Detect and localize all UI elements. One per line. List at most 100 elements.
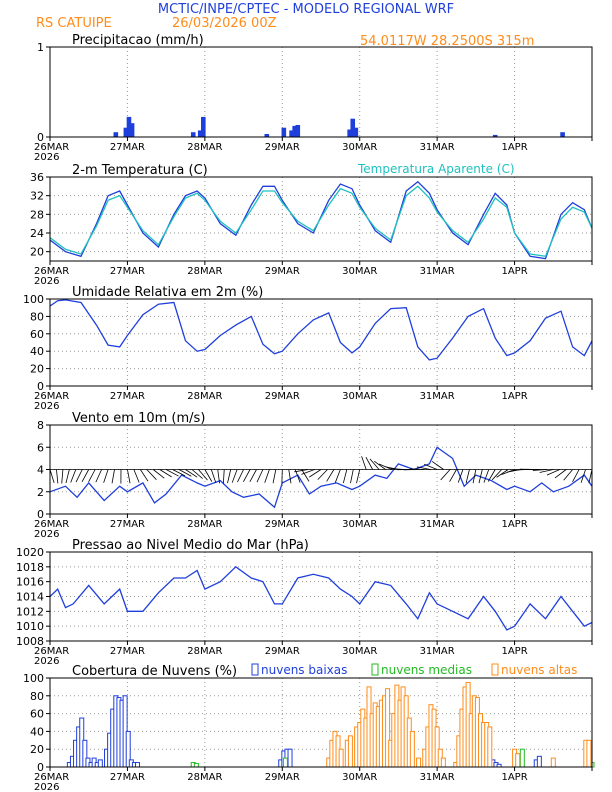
cloud-bar [440, 757, 446, 768]
x-tick-label: 28MAR [187, 646, 222, 657]
y-tick-label: 8 [37, 419, 44, 432]
wind-barb [61, 469, 64, 484]
wind-barb [146, 469, 157, 480]
x-tick-label: 1APR [501, 519, 527, 530]
y-tick-label: 1018 [16, 561, 44, 574]
y-tick-label: 1008 [16, 635, 44, 648]
wind-barb [264, 469, 270, 483]
panel-1: 0 1 26MAR 27MAR 28MAR 29MAR 30MAR 31MAR 1APR 2026… [34, 33, 593, 163]
wind-barb [249, 469, 257, 483]
x-tick-label: 31MAR [420, 266, 455, 277]
x-tick-label: 26MAR [34, 519, 69, 530]
x-year-label: 2026 [34, 656, 59, 667]
y-tick-label: 20 [30, 246, 44, 259]
wind-barb [217, 469, 220, 484]
wind-barb [81, 469, 90, 482]
wind-barb [75, 469, 83, 483]
panel-title: Vento em 10m (m/s) [72, 411, 205, 426]
x-tick-label: 27MAR [110, 772, 145, 783]
series-line-2-m-temperatura [50, 180, 592, 260]
x-tick-label: 30MAR [342, 142, 377, 153]
wind-barb [152, 469, 165, 479]
wind-barb [103, 469, 109, 483]
wind-barb [483, 469, 490, 483]
y-tick-label: 24 [30, 227, 44, 240]
wind-barb [457, 469, 464, 483]
x-tick-label: 29MAR [265, 142, 300, 153]
cloud-bar [287, 748, 293, 768]
precip-bar [190, 132, 196, 138]
x-tick-label: 30MAR [342, 266, 377, 277]
plot-frame [49, 176, 593, 262]
plot-frame [49, 677, 593, 768]
x-tick-label: 27MAR [110, 266, 145, 277]
x-year-label: 2026 [34, 529, 59, 540]
wind-barb [139, 469, 149, 482]
series-line-vento-em-10m [50, 446, 592, 509]
wind-barb [572, 469, 580, 483]
precip-bar [113, 132, 119, 138]
x-tick-label: 30MAR [342, 772, 377, 783]
wind-barb [317, 469, 328, 480]
wind-barb [231, 469, 238, 483]
x-tick-label: 27MAR [110, 142, 145, 153]
y-tick-label: 1020 [16, 546, 44, 559]
wind-barb [431, 461, 444, 470]
wind-barb [70, 469, 77, 483]
panel-title: Umidade Relativa em 2m (%) [72, 285, 263, 300]
panel-3: 0 20 40 60 80 100 26MAR 27MAR 28MAR 29MAR 30MAR 31M… [23, 285, 593, 412]
wind-barb [496, 469, 509, 478]
x-tick-label: 26MAR [34, 391, 69, 402]
wind-barb [49, 469, 55, 483]
x-tick-label: 30MAR [342, 391, 377, 402]
wind-barb [301, 469, 315, 475]
plot-frame [49, 298, 593, 387]
wind-barb [178, 469, 192, 477]
wind-barb [165, 469, 179, 477]
x-tick-label: 31MAR [420, 646, 455, 657]
wind-barb [127, 469, 131, 484]
x-year-label: 2026 [34, 152, 59, 163]
x-tick-label: 28MAR [187, 142, 222, 153]
wind-barb [237, 469, 244, 483]
wind-barb [198, 469, 208, 481]
plot-frame [49, 551, 593, 642]
wind-barb [342, 469, 348, 484]
wind-barb [539, 469, 554, 473]
cloud-bar [519, 748, 525, 768]
wind-barb [472, 469, 477, 484]
main-title: MCTIC/INPE/CPTEC - MODELO REGIONAL WRF [158, 2, 454, 17]
precip-bar [560, 132, 565, 138]
y-tick-label: 100 [23, 293, 44, 306]
x-tick-label: 1APR [501, 772, 527, 783]
cloud-bar [409, 730, 415, 768]
wind-barb [580, 469, 586, 483]
wind-barb [554, 469, 567, 479]
series-line-umidade-relativa [50, 299, 592, 361]
wind-barb [185, 469, 198, 478]
y-tick-label: 40 [30, 725, 44, 738]
wind-barb [272, 469, 277, 484]
y-tick-label: 60 [30, 708, 44, 721]
cloud-bar [416, 757, 422, 768]
y-tick-label: 100 [23, 672, 44, 685]
location-label: RS CATUIPE [36, 16, 112, 31]
x-tick-label: 26MAR [34, 772, 69, 783]
y-tick-label: 1 [37, 41, 44, 54]
coords-label: 54.0117W 28.2500S 315m [360, 34, 534, 49]
cloud-bar [134, 762, 140, 768]
wind-barb [416, 466, 431, 470]
wind-barb [227, 469, 232, 484]
wind-barb [243, 469, 251, 483]
y-tick-label: 0 [37, 508, 44, 521]
panel-6: 0 20 40 60 80 100 26MAR 27MAR 28MAR 29MAR 30MAR 31M… [23, 663, 595, 792]
wind-barb [204, 469, 213, 482]
plot-frame [49, 46, 593, 138]
wind-barb [356, 469, 361, 484]
cloud-bar [515, 753, 521, 768]
wind-barb [373, 460, 386, 470]
wind-barb [191, 469, 203, 479]
x-tick-label: 29MAR [265, 646, 300, 657]
x-tick-label: 31MAR [420, 142, 455, 153]
